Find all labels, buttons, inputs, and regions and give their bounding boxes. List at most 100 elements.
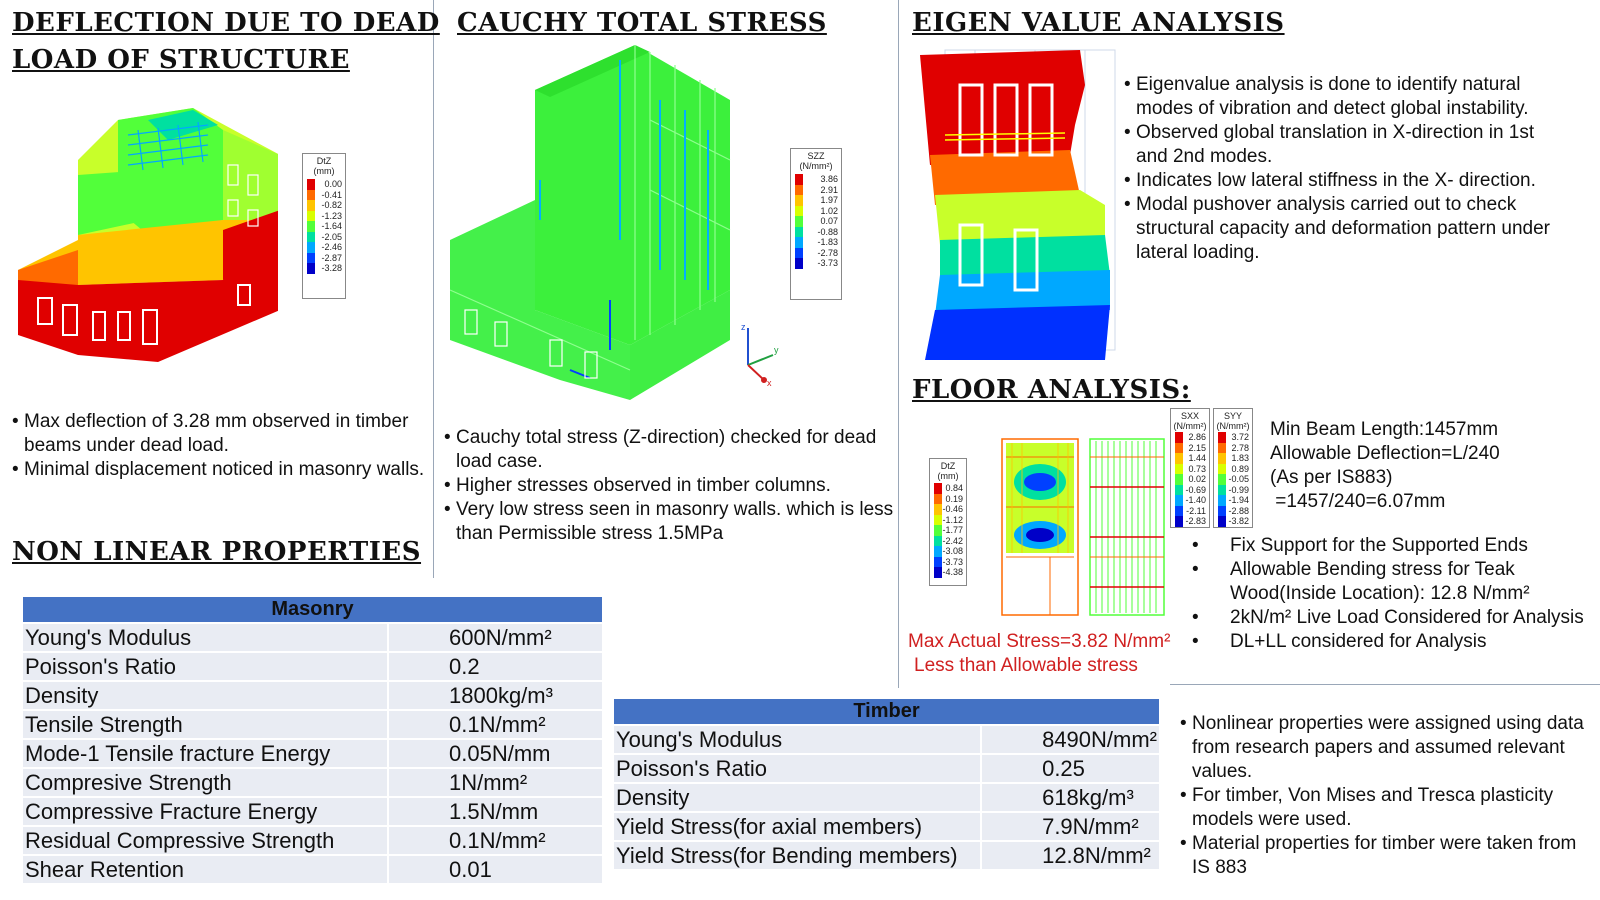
- legend-swatch: [307, 179, 315, 190]
- eigen-heading: EIGEN VALUE ANALYSIS: [912, 8, 1285, 38]
- floor-dtz-legend: DtZ (mm) 0.84 0.19 -0.46 -1.12 -1.77 -2.42 -3.0…: [929, 458, 967, 586]
- bullet-item: Modal pushover analysis carried out to c…: [1124, 193, 1564, 265]
- legend-value: 0.89: [1231, 463, 1249, 474]
- legend-entry: -0.82: [303, 200, 345, 211]
- property-name: Young's Modulus: [23, 622, 388, 652]
- legend-swatch: [1218, 474, 1226, 485]
- deflection-model-image: [18, 108, 278, 362]
- floor-analysis-heading: FLOOR ANALYSIS:: [912, 375, 1191, 405]
- legend-value: 2.91: [820, 184, 838, 195]
- legend-value: 1.44: [1188, 453, 1206, 464]
- floor-syy-legend: SYY (N/mm²) 3.72 2.78 1.83 0.89 -0.05 -0.99 -1.…: [1213, 408, 1253, 528]
- legend-entry: -0.99: [1214, 484, 1252, 495]
- deflection-bullets: Max deflection of 3.28 mm observed in ti…: [12, 410, 432, 482]
- legend-value: -1.77: [942, 525, 963, 536]
- property-value: 8490N/mm²: [980, 724, 1159, 754]
- legend-entry: -2.11: [1171, 505, 1209, 516]
- legend-swatch: [934, 493, 942, 504]
- floor-stress-plan-image: [1089, 438, 1165, 616]
- nonlinear-bullets: Nonlinear properties were assigned using…: [1180, 712, 1598, 880]
- legend-value: -3.73: [942, 556, 963, 567]
- legend-swatch: [307, 221, 315, 232]
- property-value: 600N/mm²: [387, 622, 602, 652]
- bullet-item: 2kN/m² Live Load Considered for Analysis: [1190, 606, 1595, 630]
- bullet-item: Minimal displacement noticed in masonry …: [12, 458, 432, 482]
- legend-value: 0.00: [324, 179, 342, 190]
- legend-swatch: [934, 535, 942, 546]
- legend-entry: 2.78: [1214, 442, 1252, 453]
- legend-value: 1.02: [820, 205, 838, 216]
- property-name: Compressive Fracture Energy: [23, 796, 388, 826]
- legend-entry: -3.28: [303, 263, 345, 274]
- legend-swatch: [795, 205, 803, 216]
- property-value: 618kg/m³: [980, 782, 1159, 812]
- legend-swatch: [1175, 505, 1183, 516]
- property-name: Poisson's Ratio: [23, 651, 388, 681]
- legend-entry: 2.15: [1171, 442, 1209, 453]
- legend-entry: -0.05: [1214, 474, 1252, 485]
- table-row: Mode-1 Tensile fracture Energy 0.05N/mm: [23, 738, 602, 768]
- legend-entry: -0.41: [303, 189, 345, 200]
- legend-entry: -1.64: [303, 221, 345, 232]
- legend-value: 0.84: [945, 483, 963, 494]
- legend-entry: 2.86: [1171, 432, 1209, 443]
- legend-value: -2.83: [1185, 516, 1206, 527]
- legend-entry: -3.73: [791, 258, 841, 269]
- legend-swatch: [934, 546, 942, 557]
- legend-swatch: [307, 210, 315, 221]
- legend-entry: -0.69: [1171, 484, 1209, 495]
- floor-deflection-plan-image: [1001, 438, 1079, 616]
- table-row: Density 618kg/m³: [614, 782, 1159, 812]
- legend-value: -2.42: [942, 535, 963, 546]
- legend-swatch: [1218, 516, 1226, 527]
- bullet-item: Max deflection of 3.28 mm observed in ti…: [12, 410, 432, 458]
- legend-entry: -1.94: [1214, 495, 1252, 506]
- legend-entry: -2.05: [303, 231, 345, 242]
- legend-swatch: [1175, 453, 1183, 464]
- table-row: Shear Retention 0.01: [23, 854, 602, 883]
- beam-info: Min Beam Length:1457mm Allowable Deflect…: [1270, 418, 1590, 514]
- legend-swatch: [307, 189, 315, 200]
- table-row: Young's Modulus 8490N/mm²: [614, 724, 1159, 754]
- legend-entry: -1.12: [930, 514, 966, 525]
- property-value: 0.25: [980, 753, 1159, 783]
- timber-table: Timber Young's Modulus 8490N/mm² Poisson's…: [614, 699, 1159, 869]
- legend-value: -4.38: [942, 567, 963, 578]
- legend-value: -2.05: [321, 231, 342, 242]
- legend-entry: 1.97: [791, 195, 841, 206]
- bullet-item: Very low stress seen in masonry walls. w…: [444, 498, 894, 546]
- beam-info-line: Allowable Deflection=L/240: [1270, 443, 1500, 464]
- masonry-table: Masonry Young's Modulus 600N/mm² Poisson's…: [23, 597, 602, 883]
- legend-swatch: [1218, 484, 1226, 495]
- bullet-item: Fix Support for the Supported Ends: [1190, 534, 1595, 558]
- legend-swatch: [795, 258, 803, 269]
- legend-value: 2.15: [1188, 442, 1206, 453]
- legend-value: -1.40: [1185, 495, 1206, 506]
- deflection-legend: DtZ (mm) 0.00 -0.41 -0.82 -1.23 -1.64 -2.05 -2.…: [302, 153, 346, 299]
- legend-value: -2.78: [817, 247, 838, 258]
- legend-swatch: [934, 514, 942, 525]
- legend-swatch: [795, 184, 803, 195]
- axis-triad-icon: z y x: [741, 322, 779, 388]
- legend-swatch: [1218, 442, 1226, 453]
- property-name: Mode-1 Tensile fracture Energy: [23, 738, 388, 768]
- legend-swatch: [1218, 495, 1226, 506]
- legend-value: 0.73: [1188, 463, 1206, 474]
- legend-value: 3.72: [1231, 432, 1249, 443]
- legend-value: -1.23: [321, 210, 342, 221]
- legend-entry: 0.89: [1214, 463, 1252, 474]
- beam-info-line: (As per IS883): [1270, 467, 1393, 488]
- legend-value: -3.08: [942, 546, 963, 557]
- column-divider-right: [898, 0, 899, 688]
- legend-entry: -2.83: [1171, 516, 1209, 527]
- legend-entry: 0.07: [791, 216, 841, 227]
- legend-value: -3.82: [1228, 516, 1249, 527]
- legend-entry: -2.42: [930, 535, 966, 546]
- legend-swatch: [1218, 463, 1226, 474]
- legend-swatch: [1175, 463, 1183, 474]
- legend-value: -2.87: [321, 252, 342, 263]
- bullet-item: Material properties for timber were take…: [1180, 832, 1598, 880]
- legend-entry: -0.46: [930, 504, 966, 515]
- legend-value: -1.83: [817, 237, 838, 248]
- legend-entry: -1.40: [1171, 495, 1209, 506]
